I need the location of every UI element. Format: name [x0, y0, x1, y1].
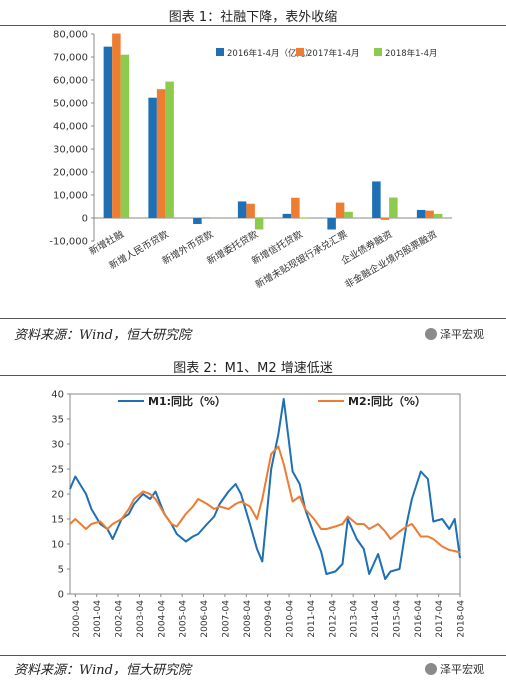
legend-label: 2017年1-4月: [307, 48, 360, 59]
y-tick-label: -10,000: [49, 237, 88, 248]
y-tick-label: 70,000: [53, 53, 88, 64]
x-tick-label: 2012-04: [328, 600, 338, 638]
x-tick-label: 2000-04: [72, 600, 82, 638]
legend-label: M1:同比（%）: [148, 394, 226, 408]
figure-2-watermark: 泽平宏观: [425, 661, 484, 677]
bar: [201, 217, 211, 219]
x-tick-label: 2008-04: [243, 600, 253, 638]
bar: [433, 213, 443, 218]
x-tick-label: 2014-04: [371, 600, 381, 638]
plot-frame: [69, 393, 461, 595]
x-tick-label: 2002-04: [115, 600, 125, 638]
figure-2-title: 图表 2：M1、M2 增速低迷: [173, 361, 333, 376]
bar: [380, 218, 390, 220]
y-tick-label: 50,000: [53, 99, 88, 110]
x-tick-label: 2004-04: [157, 600, 167, 638]
bar: [282, 213, 292, 218]
x-category-label: 新增社融: [87, 228, 126, 258]
wechat-icon: [425, 328, 437, 340]
figure-2-bottom-rule: [0, 655, 506, 656]
bar: [299, 217, 309, 219]
bar: [148, 97, 157, 218]
y-tick-label: 35: [51, 415, 64, 426]
legend-label: 2018年1-4月: [385, 48, 438, 59]
y-tick-label: 20,000: [53, 168, 88, 179]
bar: [335, 202, 345, 218]
series-line-m1: [69, 398, 461, 580]
figure-1-bottom-rule: [0, 318, 506, 319]
bar: [210, 217, 219, 219]
bar: [327, 218, 336, 230]
x-tick-label: 2005-04: [179, 600, 189, 638]
bar: [425, 210, 434, 218]
y-tick-label: 30,000: [53, 145, 88, 156]
y-tick-label: 15: [51, 515, 64, 526]
x-tick-label: 2009-04: [264, 600, 274, 638]
legend-label: 2016年1-4月（亿元）: [227, 48, 314, 59]
bar: [103, 46, 113, 219]
figure-1-title: 图表 1：社融下降，表外收缩: [168, 10, 338, 25]
bar: [156, 89, 166, 218]
x-tick-label: 2018-04: [457, 600, 467, 638]
bar: [372, 181, 381, 218]
x-tick-label: 2006-04: [200, 600, 210, 638]
legend-swatch: [216, 48, 224, 56]
bar-chart-social-financing: -10,000 0 10,000 20,000 30,000 40,000 50,000 60…: [49, 30, 452, 291]
bar: [112, 33, 121, 218]
x-tick-label: 2001-04: [93, 600, 103, 638]
y-tick-label: 0: [58, 590, 64, 601]
figure-1-top-rule: [0, 25, 506, 26]
y-tick-label: 30: [51, 440, 64, 451]
bar: [165, 81, 174, 218]
figure-1-watermark: 泽平宏观: [425, 326, 484, 342]
x-tick-label: 2010-04: [286, 600, 296, 638]
x-tick-label: 2013-04: [350, 600, 360, 638]
bar: [237, 201, 247, 218]
legend-swatch: [296, 48, 304, 56]
figure-2-source: 资料来源：Wind，恒大研究院: [14, 663, 191, 678]
bar: [389, 197, 398, 218]
watermark-text: 泽平宏观: [440, 663, 484, 676]
figure-1-source: 资料来源：Wind，恒大研究院: [14, 328, 191, 343]
y-tick-label: 10,000: [53, 191, 88, 202]
watermark-text: 泽平宏观: [440, 328, 484, 341]
y-tick-label: 60,000: [53, 76, 88, 87]
bar: [193, 218, 202, 224]
x-tick-label: 2007-04: [221, 600, 231, 638]
y-tick-label: 80,000: [53, 30, 88, 41]
y-tick-label: 40: [51, 390, 64, 401]
x-tick-label: 2011-04: [307, 600, 317, 638]
y-tick-label: 20: [51, 490, 64, 501]
bar: [416, 209, 426, 218]
line-chart-m1-m2: 0 5 10 15 20 25 30 35 40 2000-04 2001-04 2002-04 200…: [51, 390, 467, 638]
bar: [246, 203, 255, 218]
x-tick-label: 2015-04: [392, 600, 402, 638]
y-tick-label: 25: [51, 465, 64, 476]
legend-label: M2:同比（%）: [348, 394, 426, 408]
y-tick-label: 5: [58, 565, 64, 576]
y-tick-label: 0: [82, 214, 88, 225]
x-tick-label: 2017-04: [435, 600, 445, 638]
series-line-m2: [69, 445, 461, 554]
y-tick-label: 40,000: [53, 122, 88, 133]
bar: [291, 197, 300, 218]
bar: [120, 54, 130, 219]
wechat-icon: [425, 663, 437, 675]
y-tick-label: 10: [51, 540, 64, 551]
figure-2-top-rule: [0, 375, 506, 376]
legend-swatch: [374, 48, 382, 56]
bar: [344, 211, 353, 218]
x-tick-label: 2016-04: [414, 600, 424, 638]
x-tick-label: 2003-04: [136, 600, 146, 638]
bar: [254, 218, 264, 230]
